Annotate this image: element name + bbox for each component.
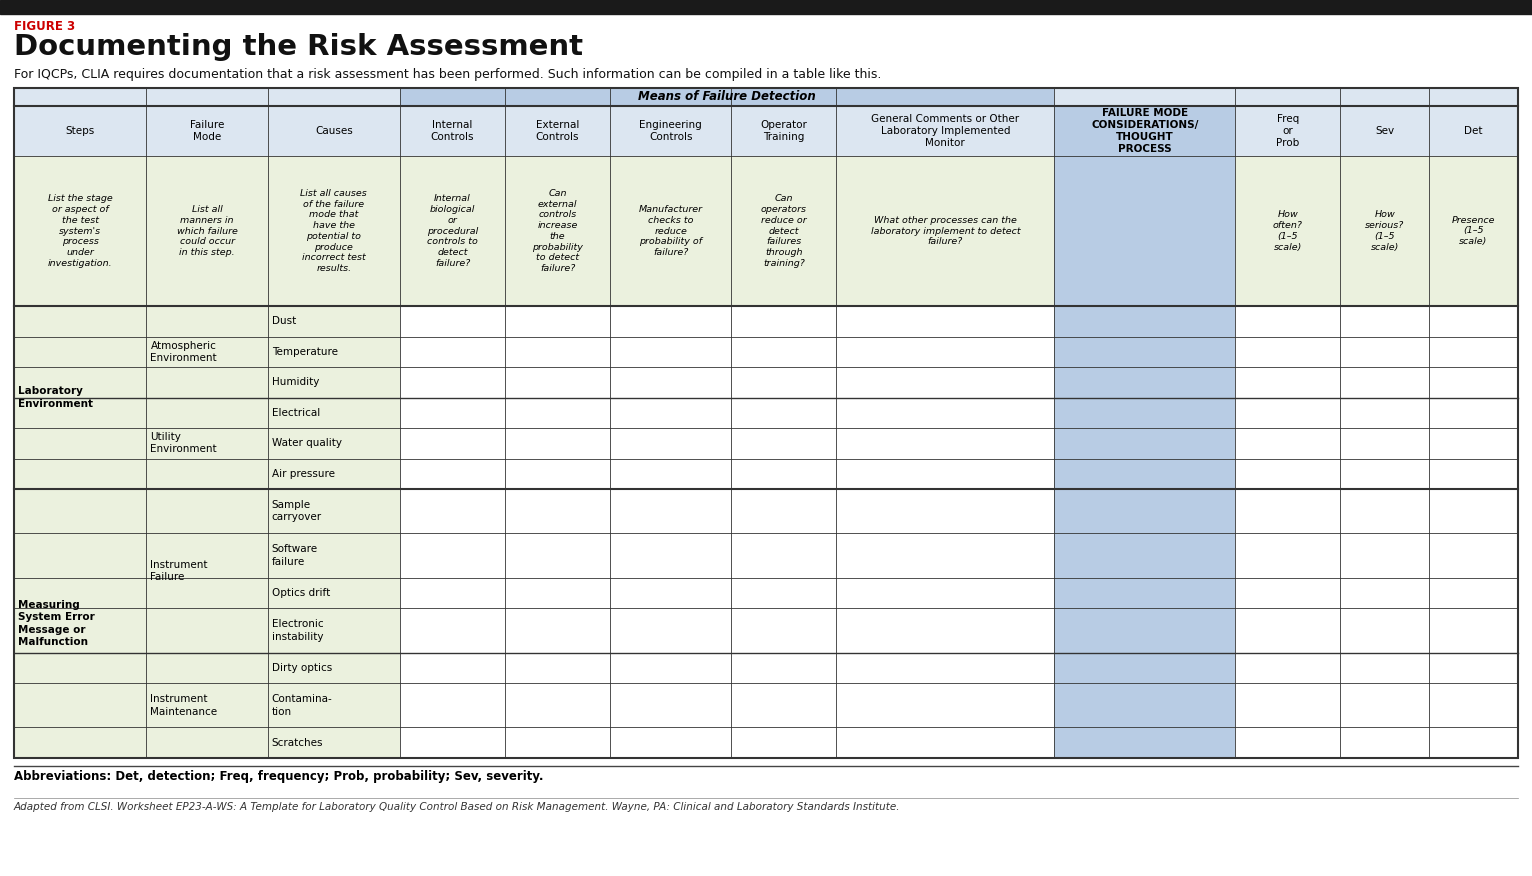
Text: Internal
Controls: Internal Controls [430, 120, 475, 142]
Bar [1340, 88, 1429, 106]
Bar [610, 106, 731, 156]
Text: Manufacturer
checks to
reduce
probability of
failure?: Manufacturer checks to reduce probabilit… [639, 205, 703, 257]
Bar [836, 106, 1054, 156]
Text: Means of Failure Detection: Means of Failure Detection [639, 90, 817, 103]
Bar [400, 88, 506, 106]
Bar [268, 306, 400, 758]
Bar [1235, 88, 1340, 106]
Bar [731, 306, 836, 758]
Bar [1054, 306, 1235, 758]
Bar [400, 156, 506, 306]
Bar [268, 156, 400, 306]
Bar [506, 156, 610, 306]
Text: FAILURE MODE
CONSIDERATIONS/
THOUGHT
PROCESS: FAILURE MODE CONSIDERATIONS/ THOUGHT PRO… [1091, 108, 1198, 154]
Bar [1054, 106, 1235, 156]
Bar [836, 156, 1054, 306]
Text: Abbreviations: Det, detection; Freq, frequency; Prob, probability; Sev, severity: Abbreviations: Det, detection; Freq, fre… [14, 770, 544, 783]
Text: Dirty optics: Dirty optics [271, 663, 332, 673]
Text: Optics drift: Optics drift [271, 588, 329, 598]
Text: Laboratory
Environment: Laboratory Environment [18, 386, 93, 409]
Bar [400, 306, 506, 758]
Text: Engineering
Controls: Engineering Controls [639, 120, 702, 142]
Text: Instrument
Maintenance: Instrument Maintenance [150, 694, 218, 717]
Text: Causes: Causes [316, 126, 352, 136]
Text: External
Controls: External Controls [536, 120, 579, 142]
Bar [147, 156, 268, 306]
Bar [731, 88, 836, 106]
Text: Measuring
System Error
Message or
Malfunction: Measuring System Error Message or Malfun… [18, 600, 95, 647]
Bar [14, 156, 147, 306]
Bar [1340, 106, 1429, 156]
Text: Air pressure: Air pressure [271, 469, 334, 479]
Text: Failure
Mode: Failure Mode [190, 120, 224, 142]
Bar [14, 106, 147, 156]
Bar [610, 156, 731, 306]
Text: Presence
(1–5
scale): Presence (1–5 scale) [1452, 215, 1495, 246]
Bar [1429, 156, 1518, 306]
Text: Sev: Sev [1376, 126, 1394, 136]
Text: Freq
or
Prob: Freq or Prob [1276, 114, 1299, 148]
Bar [1429, 106, 1518, 156]
Bar [1235, 156, 1340, 306]
Bar [610, 88, 731, 106]
Text: For IQCPs, CLIA requires documentation that a risk assessment has been performed: For IQCPs, CLIA requires documentation t… [14, 68, 881, 81]
Bar [1054, 88, 1235, 106]
Text: Can
external
controls
increase
the
probability
to detect
failure?: Can external controls increase the proba… [532, 189, 584, 273]
Text: Internal
biological
or
procedural
controls to
detect
failure?: Internal biological or procedural contro… [427, 194, 478, 268]
Text: Electronic
instability: Electronic instability [271, 619, 323, 641]
Text: Det: Det [1465, 126, 1483, 136]
Bar [147, 306, 268, 758]
Text: Can
operators
reduce or
detect
failures
through
training?: Can operators reduce or detect failures … [761, 194, 807, 268]
Text: Water quality: Water quality [271, 438, 342, 449]
Bar [1340, 156, 1429, 306]
Bar [1340, 306, 1429, 758]
Bar [14, 88, 147, 106]
Text: Software
failure: Software failure [271, 544, 317, 567]
Text: Humidity: Humidity [271, 378, 319, 387]
Text: Dust: Dust [271, 316, 296, 326]
Text: Temperature: Temperature [271, 347, 337, 357]
Text: Sample
carryover: Sample carryover [271, 500, 322, 522]
Bar [147, 106, 268, 156]
Bar [731, 106, 836, 156]
Bar [506, 88, 610, 106]
Bar [731, 156, 836, 306]
Bar [400, 106, 506, 156]
Text: Contamina-
tion: Contamina- tion [271, 694, 332, 717]
Text: List the stage
or aspect of
the test
system's
process
under
investigation.: List the stage or aspect of the test sys… [47, 194, 113, 268]
Bar [1235, 106, 1340, 156]
Text: Scratches: Scratches [271, 738, 323, 748]
Text: How
serious?
(1–5
scale): How serious? (1–5 scale) [1365, 210, 1405, 251]
Bar [14, 88, 1518, 758]
Bar [147, 88, 268, 106]
Bar [14, 88, 1518, 758]
Text: Operator
Training: Operator Training [760, 120, 807, 142]
Text: What other processes can the
laboratory implement to detect
failure?: What other processes can the laboratory … [870, 215, 1020, 246]
Text: Steps: Steps [66, 126, 95, 136]
Bar [268, 106, 400, 156]
Bar [506, 306, 610, 758]
Text: General Comments or Other
Laboratory Implemented
Monitor: General Comments or Other Laboratory Imp… [872, 114, 1019, 148]
Text: Documenting the Risk Assessment: Documenting the Risk Assessment [14, 33, 584, 61]
Text: Instrument
Failure: Instrument Failure [150, 560, 208, 582]
Text: FIGURE 3: FIGURE 3 [14, 20, 75, 33]
Text: List all causes
of the failure
mode that
have the
potential to
produce
incorrect: List all causes of the failure mode that… [300, 189, 368, 273]
Bar [1429, 306, 1518, 758]
Text: Electrical: Electrical [271, 407, 320, 418]
Bar [836, 306, 1054, 758]
Bar [1235, 306, 1340, 758]
Text: How
often?
(1–5
scale): How often? (1–5 scale) [1273, 210, 1302, 251]
Bar [836, 88, 1054, 106]
Bar [14, 306, 147, 758]
Bar [0, 0, 1532, 14]
Text: Atmospheric
Environment: Atmospheric Environment [150, 341, 218, 363]
Text: Adapted from CLSI. Worksheet EP23-A-WS: A Template for Laboratory Quality Contro: Adapted from CLSI. Worksheet EP23-A-WS: … [14, 802, 901, 812]
Bar [1054, 156, 1235, 306]
Bar [506, 106, 610, 156]
Bar [1429, 88, 1518, 106]
Text: List all
manners in
which failure
could occur
in this step.: List all manners in which failure could … [176, 205, 237, 257]
Bar [268, 88, 400, 106]
Bar [610, 306, 731, 758]
Text: Utility
Environment: Utility Environment [150, 432, 218, 455]
